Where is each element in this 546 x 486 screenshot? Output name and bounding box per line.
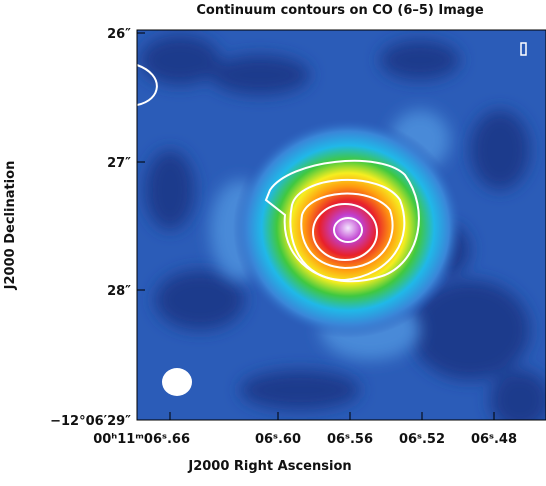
image <box>137 30 546 420</box>
x-tick-label: 06ˢ.56 <box>327 432 373 447</box>
y-tick-label: −12°06′29″ <box>50 414 131 429</box>
y-tick-label: 27″ <box>107 156 131 171</box>
x-tick-label: 06ˢ.60 <box>255 432 301 447</box>
x-axis-label: J2000 Right Ascension <box>187 459 351 474</box>
y-axis-label: J2000 Declination <box>3 161 18 291</box>
title: Continuum contours on CO (6–5) Image <box>196 3 483 18</box>
y-tick-label: 26″ <box>107 27 131 42</box>
x-tick-label: 06ˢ.48 <box>471 432 517 447</box>
x-tick-label: 00ʰ11ᵐ06ˢ.66 <box>93 432 190 447</box>
x-tick-label: 06ˢ.52 <box>399 432 445 447</box>
y-tick-label: 28″ <box>107 284 131 299</box>
